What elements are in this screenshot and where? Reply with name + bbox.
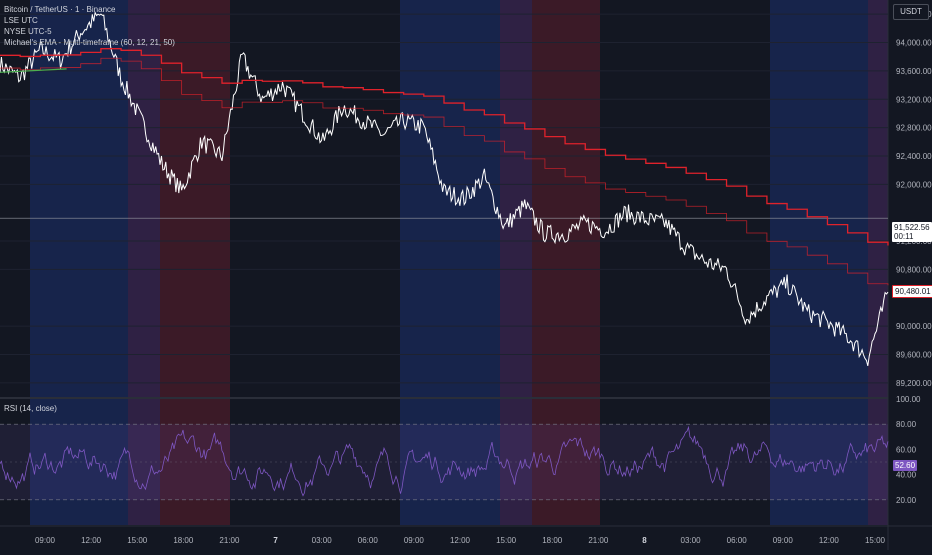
time-tick-label: 12:00 [450,536,471,545]
time-tick-label: 09:00 [35,536,56,545]
time-tick-label: 12:00 [81,536,102,545]
time-tick-label: 09:00 [404,536,425,545]
last-price-tag: 90,480.01 [892,285,932,298]
time-tick-label: 15:00 [127,536,148,545]
currency-button[interactable]: USDT [893,4,929,20]
current-price-tag: 91,522.56 00:11 [892,222,932,242]
time-tick-label: 21:00 [588,536,609,545]
rsi-tick-label: 20.00 [896,496,917,505]
time-tick-label: 03:00 [312,536,333,545]
price-series-line [0,11,889,367]
chart-legend: Bitcoin / TetherUS · 1 · Binance LSE UTC… [4,4,175,48]
price-tick-label: 92,400.00 [896,152,932,161]
time-tick-label: 06:00 [727,536,748,545]
rsi-tick-label: 40.00 [896,471,917,480]
rsi-tick-label: 100.00 [896,395,921,404]
session-band [532,0,600,525]
price-tick-label: 90,800.00 [896,265,932,274]
price-tick-label: 92,800.00 [896,124,932,133]
time-tick-label: 15:00 [496,536,517,545]
rsi-line [0,425,889,497]
time-tick-label: 15:00 [865,536,886,545]
time-tick-label: 12:00 [819,536,840,545]
session-band [128,0,160,525]
time-tick-label: 21:00 [219,536,240,545]
price-tick-label: 89,200.00 [896,379,932,388]
session-band [400,0,500,525]
ema-green-line [0,68,67,73]
time-tick-label: 7 [273,536,278,545]
time-tick-label: 18:00 [173,536,194,545]
ema-slow-line [0,48,889,246]
session-band [30,0,128,525]
price-tick-label: 90,000.00 [896,322,932,331]
rsi-band [0,424,888,500]
session-band [868,0,888,525]
time-tick-label: 06:00 [358,536,379,545]
session-band [500,0,532,525]
rsi-tick-label: 60.00 [896,445,917,454]
price-tick-label: 94,000.00 [896,39,932,48]
session-lse-label[interactable]: LSE UTC [4,16,38,25]
price-tick-label: 89,600.00 [896,350,932,359]
session-band [770,0,868,525]
current-price-value: 91,522.56 [894,223,930,232]
session-band [160,0,230,525]
symbol-title[interactable]: Bitcoin / TetherUS · 1 · Binance [4,5,116,14]
countdown-value: 00:11 [894,232,914,241]
rsi-legend[interactable]: RSI (14, close) [4,404,57,413]
time-tick-label: 09:00 [773,536,794,545]
session-nyse-label[interactable]: NYSE UTC-5 [4,27,52,36]
price-tick-label: 92,000.00 [896,180,932,189]
price-tick-label: 93,200.00 [896,95,932,104]
price-tick-label: 93,600.00 [896,67,932,76]
indicator-label[interactable]: Michael's EMA - Multi-timeframe (60, 12,… [4,38,175,47]
time-tick-label: 8 [642,536,647,545]
time-tick-label: 18:00 [542,536,563,545]
rsi-value-tag: 52.60 [893,460,918,471]
time-tick-label: 03:00 [681,536,702,545]
rsi-tick-label: 80.00 [896,420,917,429]
ema-fast-line [0,57,889,286]
